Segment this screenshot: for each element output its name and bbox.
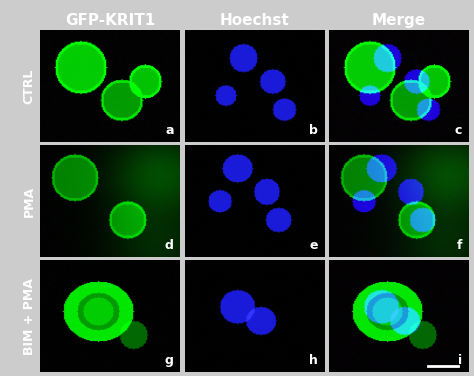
Text: c: c bbox=[455, 124, 462, 136]
Text: f: f bbox=[457, 239, 462, 252]
Text: d: d bbox=[165, 239, 174, 252]
Text: g: g bbox=[165, 354, 174, 367]
Text: PMA: PMA bbox=[23, 186, 36, 217]
Text: h: h bbox=[309, 354, 318, 367]
Text: Hoechst: Hoechst bbox=[220, 13, 290, 28]
Text: e: e bbox=[310, 239, 318, 252]
Text: i: i bbox=[458, 354, 462, 367]
Text: Merge: Merge bbox=[372, 13, 426, 28]
Text: b: b bbox=[309, 124, 318, 136]
Text: BIM + PMA: BIM + PMA bbox=[23, 278, 36, 355]
Text: CTRL: CTRL bbox=[23, 68, 36, 104]
Text: a: a bbox=[165, 124, 174, 136]
Text: GFP-KRIT1: GFP-KRIT1 bbox=[65, 13, 155, 28]
